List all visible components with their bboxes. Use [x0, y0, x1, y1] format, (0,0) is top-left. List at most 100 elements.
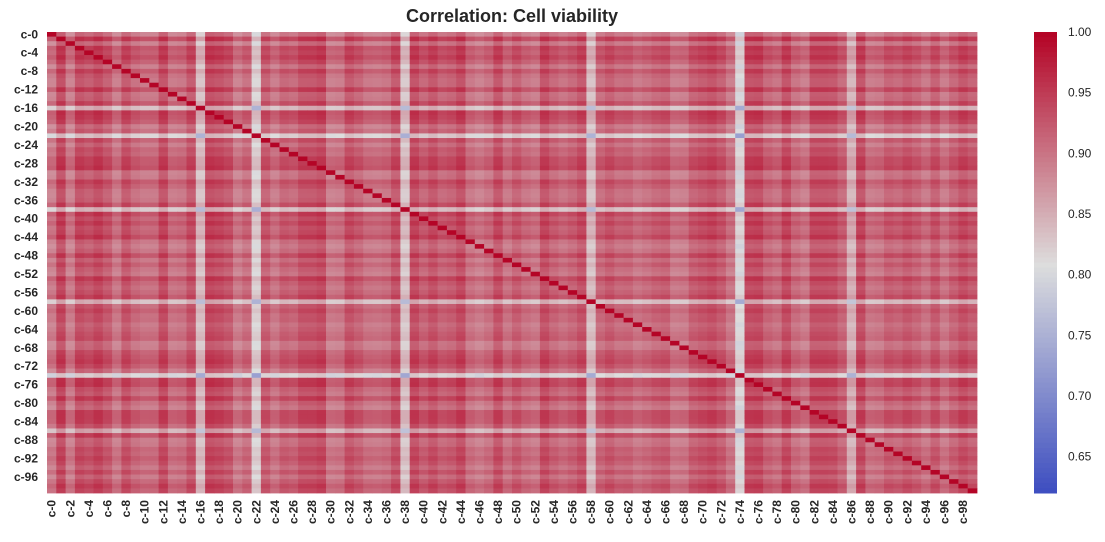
heatmap-cell [772, 244, 783, 250]
heatmap-cell [223, 105, 234, 111]
heatmap-cell [419, 230, 429, 236]
heatmap-cell [781, 202, 792, 208]
heatmap-cell [828, 82, 838, 88]
heatmap-cell [409, 41, 420, 47]
heatmap-cell [47, 184, 57, 190]
heatmap-cell [911, 234, 922, 240]
heatmap-cell [856, 78, 866, 84]
heatmap-cell [270, 230, 280, 236]
heatmap-cell [846, 119, 857, 125]
heatmap-cell [660, 91, 671, 97]
heatmap-cell [735, 211, 745, 217]
heatmap-cell [102, 225, 113, 231]
heatmap-cell [316, 55, 327, 61]
heatmap-cell [632, 114, 643, 120]
heatmap-cell [84, 174, 94, 180]
heatmap-cell [214, 82, 225, 88]
heatmap-cell [716, 207, 727, 213]
heatmap-cell [893, 64, 903, 70]
heatmap-cell [446, 230, 457, 236]
heatmap-cell [967, 151, 978, 157]
heatmap-cell [344, 32, 355, 38]
heatmap-cell [205, 78, 215, 84]
heatmap-cell [400, 230, 411, 236]
heatmap-cell [112, 64, 122, 70]
heatmap-cell [725, 114, 736, 120]
heatmap-cell [791, 156, 801, 162]
heatmap-cell [939, 68, 950, 74]
heatmap-cell [549, 188, 559, 194]
heatmap-cell [725, 239, 736, 245]
heatmap-cell [381, 211, 392, 217]
heatmap-cell [930, 41, 941, 47]
heatmap-cell [605, 179, 615, 185]
heatmap-cell [288, 119, 299, 125]
heatmap-cell [716, 151, 727, 157]
heatmap-cell [865, 230, 876, 236]
heatmap-cell [939, 41, 950, 47]
heatmap-cell [307, 96, 318, 102]
heatmap-cell [84, 50, 94, 56]
heatmap-cell [130, 161, 141, 167]
heatmap-cell [437, 230, 448, 236]
heatmap-cell [818, 244, 829, 250]
heatmap-cell [874, 96, 885, 102]
heatmap-cell [149, 225, 159, 231]
heatmap-cell [381, 184, 392, 190]
heatmap-cell [251, 193, 262, 199]
heatmap-cell [512, 188, 522, 194]
heatmap-cell [530, 225, 541, 231]
heatmap-cell [567, 207, 578, 213]
heatmap-cell [391, 142, 401, 148]
heatmap-cell [446, 105, 457, 111]
heatmap-cell [195, 193, 206, 199]
heatmap-cell [437, 59, 448, 65]
heatmap-cell [326, 50, 336, 56]
heatmap-cell [316, 73, 327, 79]
heatmap-cell [958, 221, 969, 227]
heatmap-cell [251, 179, 262, 185]
heatmap-cell [688, 156, 699, 162]
heatmap-cell [781, 91, 792, 97]
heatmap-cell [567, 202, 578, 208]
heatmap-cell [93, 161, 104, 167]
heatmap-cell [102, 119, 113, 125]
heatmap-cell [446, 244, 457, 250]
heatmap-cell [725, 193, 736, 199]
heatmap-cell [307, 257, 318, 263]
heatmap-cell [921, 165, 931, 171]
heatmap-cell [911, 128, 922, 134]
heatmap-cell [56, 165, 66, 171]
heatmap-cell [512, 174, 522, 180]
heatmap-cell [595, 230, 606, 236]
heatmap-cell [549, 151, 559, 157]
heatmap-cell [567, 124, 578, 130]
heatmap-cell [130, 59, 141, 65]
heatmap-cell [270, 138, 280, 144]
heatmap-cell [465, 110, 476, 116]
heatmap-cell [446, 128, 457, 134]
heatmap-cell [512, 179, 522, 185]
heatmap-cell [47, 165, 57, 171]
heatmap-cell [279, 248, 290, 254]
heatmap-cell [121, 225, 132, 231]
heatmap-cell [353, 234, 364, 240]
heatmap-cell [781, 87, 792, 93]
heatmap-cell [800, 239, 810, 245]
heatmap-cell [260, 32, 271, 38]
heatmap-cell [753, 50, 764, 56]
heatmap-cell [549, 174, 559, 180]
heatmap-cell [493, 64, 504, 70]
heatmap-cell [298, 197, 308, 203]
heatmap-cell [140, 59, 150, 65]
heatmap-cell [902, 119, 913, 125]
heatmap-cell [753, 253, 764, 259]
heatmap-cell [391, 96, 401, 102]
heatmap-cell [902, 55, 913, 61]
heatmap-cell [167, 105, 178, 111]
heatmap-cell [623, 170, 634, 176]
heatmap-cell [809, 50, 820, 56]
heatmap-cell [307, 197, 318, 203]
heatmap-cell [437, 96, 448, 102]
heatmap-cell [233, 91, 243, 97]
